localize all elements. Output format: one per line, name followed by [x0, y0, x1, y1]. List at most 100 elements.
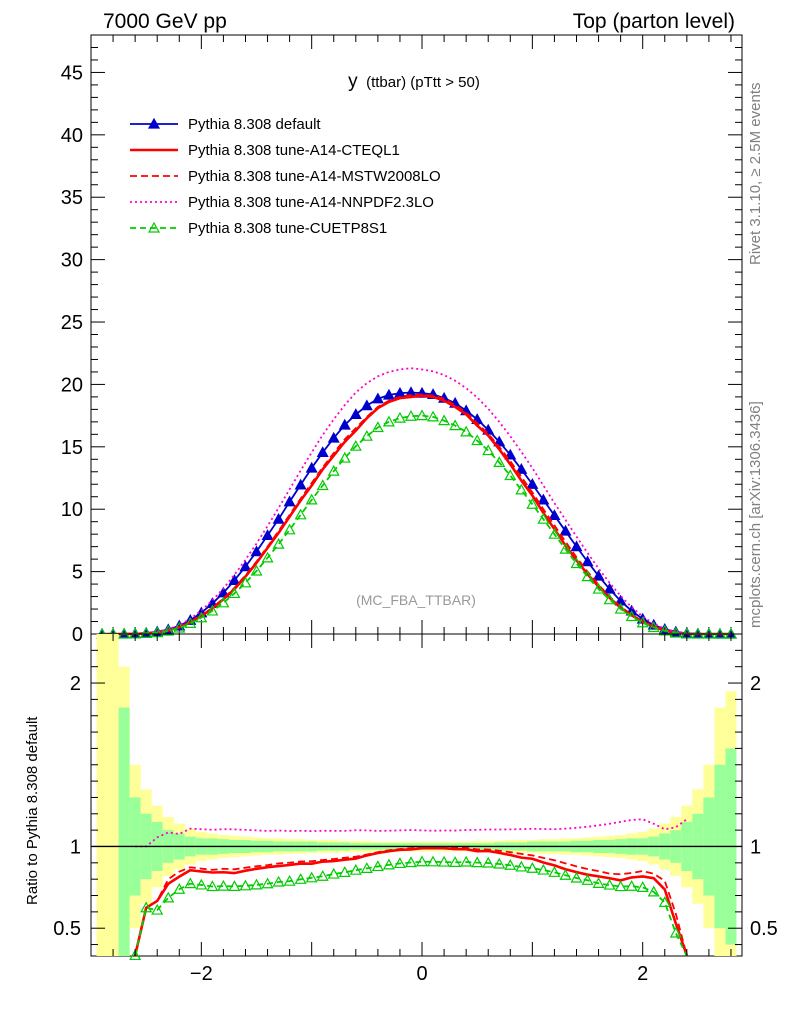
ratio-point-pythia-8-308-tune-cuetp8s1 — [217, 879, 230, 891]
data-point-pythia-8-308-default — [316, 446, 329, 458]
ratio-point-pythia-8-308-tune-cuetp8s1 — [515, 860, 528, 872]
ratio-point-pythia-8-308-tune-cuetp8s1 — [250, 878, 263, 890]
ratio-point-pythia-8-308-tune-cuetp8s1 — [570, 871, 583, 883]
ratio-point-pythia-8-308-tune-cuetp8s1 — [658, 896, 671, 908]
ratio-point-pythia-8-308-tune-cuetp8s1 — [371, 860, 384, 872]
y-tick-label: 45 — [61, 62, 83, 84]
plot-title-main: y — [348, 71, 358, 92]
data-point-pythia-8-308-tune-cuetp8s1 — [272, 537, 285, 549]
ratio-point-pythia-8-308-tune-cuetp8s1 — [382, 858, 395, 870]
ratio-point-pythia-8-308-tune-cuetp8s1 — [228, 880, 241, 891]
ratio-point-pythia-8-308-tune-cuetp8s1 — [493, 857, 506, 869]
data-point-pythia-8-308-tune-cuetp8s1 — [195, 611, 208, 623]
data-point-pythia-8-308-default — [294, 478, 307, 490]
data-point-pythia-8-308-default — [228, 574, 241, 585]
data-point-pythia-8-308-tune-cuetp8s1 — [360, 429, 373, 441]
data-point-pythia-8-308-default — [360, 399, 373, 411]
plot-title-sub: (ttbar) (pTtt > 50) — [366, 74, 480, 91]
series-line-pythia-8-308-tune-a14-mstw2008lo — [102, 393, 731, 635]
ratio-point-pythia-8-308-tune-cuetp8s1 — [316, 870, 329, 881]
data-point-pythia-8-308-tune-cuetp8s1 — [427, 410, 440, 422]
y-tick-label: 0 — [72, 624, 83, 646]
ratio-point-pythia-8-308-tune-cuetp8s1 — [261, 877, 274, 889]
ratio-line-pythia-8-308-tune-a14-mstw2008lo — [134, 846, 688, 956]
data-point-pythia-8-308-tune-cuetp8s1 — [217, 596, 230, 608]
ratio-point-pythia-8-308-tune-cuetp8s1 — [349, 863, 362, 875]
data-point-pythia-8-308-default — [338, 418, 351, 430]
data-point-pythia-8-308-tune-cuetp8s1 — [592, 582, 605, 594]
ratio-point-pythia-8-308-tune-cuetp8s1 — [162, 891, 175, 903]
data-point-pythia-8-308-tune-cuetp8s1 — [548, 527, 561, 539]
data-point-pythia-8-308-tune-cuetp8s1 — [537, 512, 550, 524]
ratio-point-pythia-8-308-tune-cuetp8s1 — [129, 949, 142, 961]
ratio-point-pythia-8-308-tune-cuetp8s1 — [294, 873, 307, 884]
ratio-y-tick-label: 2 — [70, 673, 81, 695]
ratio-point-pythia-8-308-tune-cuetp8s1 — [526, 862, 539, 873]
y-tick-label: 15 — [61, 437, 83, 459]
data-point-pythia-8-308-tune-cuetp8s1 — [647, 621, 660, 633]
data-point-pythia-8-308-tune-cuetp8s1 — [603, 593, 616, 605]
data-point-pythia-8-308-tune-cuetp8s1 — [382, 415, 395, 427]
series-line-pythia-8-308-tune-cuetp8s1 — [102, 414, 731, 635]
data-point-pythia-8-308-tune-cuetp8s1 — [526, 497, 539, 509]
ratio-point-pythia-8-308-tune-cuetp8s1 — [647, 885, 660, 897]
y-tick-label: 25 — [61, 312, 83, 334]
data-point-pythia-8-308-default — [261, 529, 274, 541]
ratio-point-pythia-8-308-tune-cuetp8s1 — [360, 862, 373, 873]
ratio-point-pythia-8-308-tune-cuetp8s1 — [173, 883, 186, 894]
data-point-pythia-8-308-default — [382, 388, 395, 400]
y-tick-label: 35 — [61, 187, 83, 209]
ratio-point-pythia-8-308-tune-cuetp8s1 — [415, 855, 429, 867]
data-point-pythia-8-308-tune-cuetp8s1 — [393, 411, 406, 423]
y-tick-label: 40 — [61, 125, 83, 147]
ratio-point-pythia-8-308-tune-cuetp8s1 — [559, 868, 572, 880]
data-point-pythia-8-308-tune-cuetp8s1 — [294, 508, 307, 520]
main-panel: 0 5 10 15 20 25 30 35 40 45 y (ttbar) (pTtt > 50)… — [61, 34, 743, 646]
data-point-pythia-8-308-tune-cuetp8s1 — [261, 551, 274, 563]
data-point-pythia-8-308-tune-cuetp8s1 — [206, 604, 219, 616]
data-point-pythia-8-308-tune-cuetp8s1 — [140, 627, 153, 638]
ratio-point-pythia-8-308-tune-cuetp8s1 — [449, 856, 462, 867]
ratio-panel: −2 0 2 0.5 0.5 1 1 2 2 Ratio to Pythia 8.308 def… — [24, 633, 778, 985]
data-point-pythia-8-308-default — [283, 495, 296, 507]
data-point-pythia-8-308-default — [592, 569, 605, 581]
y-tick-label: 30 — [61, 250, 83, 272]
legend-label-pythia-8-308-default: Pythia 8.308 default — [188, 116, 321, 133]
ratio-point-pythia-8-308-tune-cuetp8s1 — [338, 866, 351, 877]
ratio-line-pythia-8-308-tune-cuetp8s1 — [134, 860, 688, 957]
ratio-point-pythia-8-308-tune-cuetp8s1 — [504, 859, 517, 870]
data-point-pythia-8-308-tune-cuetp8s1 — [404, 410, 418, 421]
data-point-pythia-8-308-tune-cuetp8s1 — [449, 419, 462, 431]
ratio-point-pythia-8-308-tune-cuetp8s1 — [581, 874, 594, 885]
data-point-pythia-8-308-default — [526, 478, 539, 489]
main-ticks: 0 5 10 15 20 25 30 35 40 45 — [61, 35, 742, 646]
ratio-point-pythia-8-308-tune-cuetp8s1 — [151, 903, 164, 915]
plot-title: y (ttbar) (pTtt > 50) — [348, 71, 480, 92]
data-point-pythia-8-308-tune-cuetp8s1 — [283, 523, 296, 535]
data-point-pythia-8-308-tune-cuetp8s1 — [438, 414, 451, 426]
ratio-point-pythia-8-308-tune-cuetp8s1 — [305, 871, 318, 883]
ratio-point-pythia-8-308-tune-cuetp8s1 — [537, 863, 550, 875]
data-point-pythia-8-308-default — [603, 582, 616, 594]
ratio-point-pythia-8-308-tune-cuetp8s1 — [140, 901, 153, 913]
ratio-bands — [96, 634, 737, 956]
ratio-point-pythia-8-308-tune-cuetp8s1 — [603, 878, 616, 890]
ratio-point-pythia-8-308-tune-cuetp8s1 — [195, 878, 208, 890]
ratio-point-pythia-8-308-tune-cuetp8s1 — [669, 926, 682, 938]
legend-label-pythia-8-308-tune-a14-nnpdf2-3lo: Pythia 8.308 tune-A14-NNPDF2.3LO — [188, 194, 434, 211]
legend-marker-pythia-8-308-tune-cuetp8s1 — [147, 221, 161, 233]
data-point-pythia-8-308-default — [305, 461, 318, 473]
data-point-pythia-8-308-default — [548, 509, 561, 521]
data-point-pythia-8-308-default — [250, 545, 263, 557]
ratio-line-pythia-8-308-tune-a14-nnpdf2-3lo — [135, 818, 688, 848]
data-point-pythia-8-308-default — [581, 555, 594, 567]
ratio-ticks: −2 0 2 0.5 0.5 1 1 2 2 — [53, 634, 778, 985]
data-point-pythia-8-308-tune-cuetp8s1 — [559, 542, 572, 554]
ratio-band-inner — [118, 707, 130, 956]
ratio-point-pythia-8-308-tune-cuetp8s1 — [283, 874, 296, 886]
ratio-y-tick-label-right: 2 — [750, 673, 761, 695]
ratio-point-pythia-8-308-tune-cuetp8s1 — [327, 867, 340, 879]
ratio-point-pythia-8-308-tune-cuetp8s1 — [482, 856, 495, 868]
ratio-y-tick-label: 0.5 — [53, 918, 81, 940]
data-point-pythia-8-308-tune-cuetp8s1 — [228, 587, 241, 599]
